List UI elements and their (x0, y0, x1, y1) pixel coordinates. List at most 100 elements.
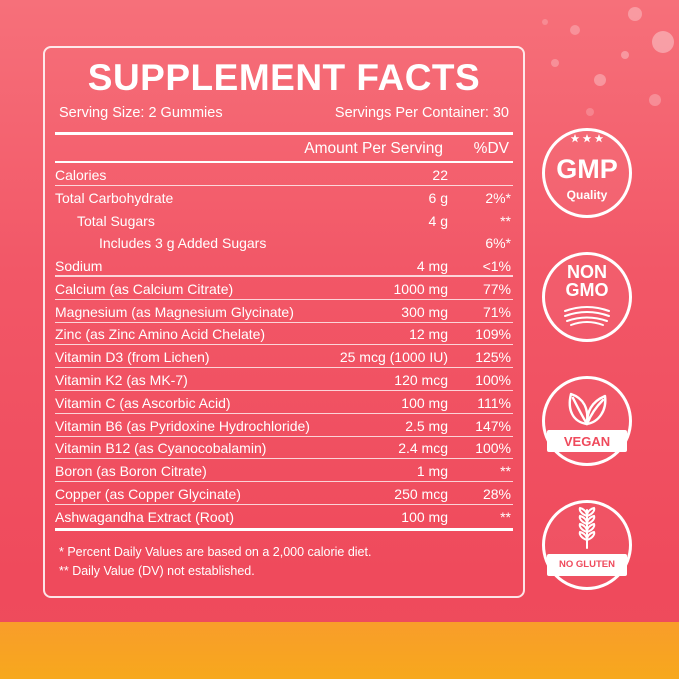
nutrient-row: Includes 3 g Added Sugars 6%* (55, 232, 513, 254)
bottom-color-band (0, 622, 679, 679)
nutrient-name: Vitamin D3 (from Lichen) (55, 349, 210, 366)
nutrient-row: Magnesium (as Magnesium Glycinate) 300 mg… (55, 301, 513, 323)
nutrient-amount: 120 mcg (394, 372, 448, 389)
nutrient-dv: 111% (477, 394, 511, 411)
nutrient-row: Vitamin D3 (from Lichen) 25 mcg (1000 IU)… (55, 346, 513, 369)
nutrient-amount: 12 mg (409, 326, 448, 343)
wheat-icon (578, 506, 596, 549)
row-divider (55, 412, 513, 414)
divider-thick (55, 132, 513, 135)
column-header-dv: %DV (473, 140, 509, 157)
column-header-amount: Amount Per Serving (304, 140, 443, 157)
nutrient-amount: 4 g (428, 212, 448, 229)
nutrient-amount: 1 mg (416, 463, 448, 480)
nutrient-row: Calories 22 (55, 164, 513, 186)
nutrient-name: Total Sugars (77, 212, 155, 229)
nutrient-row: Vitamin K2 (as MK-7) 120 mcg 100% (55, 369, 513, 392)
nutrient-amount: 1000 mg (393, 280, 448, 297)
nutrient-row: Vitamin B12 (as Cyanocobalamin) 2.4 mcg 10… (55, 437, 513, 460)
row-divider (55, 435, 513, 437)
no-gluten-label: NO GLUTEN (559, 559, 615, 570)
row-divider (55, 185, 513, 186)
nutrient-amount: 100 mg (401, 394, 448, 411)
nutrient-name: Ashwagandha Extract (Root) (55, 508, 234, 525)
nutrient-dv: ** (500, 508, 511, 525)
stars-icon (571, 134, 603, 143)
gmp-label: GMP (556, 154, 618, 184)
nutrient-row: Copper (as Copper Glycinate) 250 mcg 28% (55, 483, 513, 505)
nutrient-dv: 28% (482, 485, 511, 502)
vegan-badge: VEGAN (538, 372, 636, 470)
nutrient-dv: 100% (475, 440, 511, 457)
panel-title: SUPPLEMENT FACTS (87, 57, 481, 98)
vegan-banner (547, 430, 627, 452)
footnote-dv: * Percent Daily Values are based on a 2,… (59, 545, 372, 559)
nutrient-row: Total Carbohydrate 6 g 2%* (55, 187, 513, 209)
nutrient-name: Calcium (as Calcium Citrate) (55, 280, 234, 297)
nutrient-dv: 6%* (485, 235, 511, 252)
nutrient-row: Ashwagandha Extract (Root) 100 mg ** (55, 506, 513, 528)
nutrient-name: Vitamin B6 (as Pyridoxine Hydrochloride) (55, 417, 310, 434)
nutrient-name: Boron (as Boron Citrate) (55, 463, 207, 480)
row-divider (55, 321, 513, 323)
row-divider (55, 390, 513, 392)
nutrient-name: Vitamin K2 (as MK-7) (55, 372, 188, 389)
gmp-quality-badge: GMP Quality (538, 124, 636, 222)
non-gmo-badge: NON GMO (538, 248, 636, 346)
nutrient-dv: 125% (475, 349, 511, 366)
supplement-facts-panel: SUPPLEMENT FACTS Serving Size: 2 Gummies… (43, 46, 525, 598)
nutrient-amount: 4 mg (416, 258, 448, 275)
nutrient-name: Magnesium (as Magnesium Glycinate) (55, 303, 294, 320)
footnote-not-established: ** Daily Value (DV) not established. (59, 564, 255, 578)
nutrient-dv: 147% (475, 417, 511, 434)
nutrient-name: Calories (55, 167, 107, 183)
nutrient-amount: 300 mg (401, 303, 448, 320)
nutrient-name: Total Carbohydrate (55, 189, 174, 206)
nutrient-name: Vitamin C (as Ascorbic Acid) (55, 394, 231, 411)
nutrient-name: Vitamin B12 (as Cyanocobalamin) (55, 440, 267, 457)
non-label: NON (567, 262, 607, 282)
nutrient-amount: 2.4 mcg (398, 440, 448, 457)
nutrient-amount: 250 mcg (394, 485, 448, 502)
gmp-quality-label: Quality (566, 188, 608, 202)
divider-header (55, 161, 513, 163)
nutrient-name: Includes 3 g Added Sugars (99, 235, 267, 252)
row-divider (55, 367, 513, 369)
nutrient-dv: 109% (475, 326, 511, 343)
no-gluten-banner (547, 554, 627, 576)
servings-per-container: Servings Per Container: 30 (334, 105, 509, 121)
nutrient-amount: 6 g (428, 189, 448, 206)
nutrient-dv: 2%* (485, 189, 511, 206)
serving-info: Serving Size: 2 Gummies Servings Per Con… (59, 105, 509, 125)
row-divider (55, 344, 513, 346)
serving-size: Serving Size: 2 Gummies (59, 105, 223, 121)
nutrient-dv: 77% (482, 280, 511, 297)
nutrient-row: Boron (as Boron Citrate) 1 mg ** (55, 460, 513, 483)
nutrient-name: Copper (as Copper Glycinate) (55, 485, 241, 502)
leaf-icon (568, 392, 607, 426)
row-divider (55, 275, 513, 278)
row-divider (55, 458, 513, 460)
gmo-label: GMO (565, 280, 609, 300)
nutrient-row: Sodium 4 mg <1% (55, 255, 513, 278)
nutrient-row: Vitamin C (as Ascorbic Acid) 100 mg 111% (55, 392, 513, 414)
row-divider (55, 503, 513, 505)
nutrient-dv: ** (500, 212, 511, 229)
divider-bottom (55, 528, 513, 531)
nutrient-row: Vitamin B6 (as Pyridoxine Hydrochloride)… (55, 415, 513, 437)
nutrient-amount: 100 mg (401, 508, 448, 525)
nutrient-dv: <1% (482, 258, 511, 275)
nutrient-amount: 22 (432, 167, 448, 183)
row-divider (55, 481, 513, 483)
nutrient-name: Zinc (as Zinc Amino Acid Chelate) (55, 326, 266, 343)
nutrient-name: Sodium (55, 258, 103, 275)
row-divider (55, 298, 513, 300)
nutrient-amount: 2.5 mg (405, 417, 448, 434)
field-icon (564, 306, 610, 326)
vegan-label: VEGAN (563, 434, 611, 449)
nutrient-row: Total Sugars 4 g ** (55, 210, 513, 232)
nutrient-dv: 71% (482, 303, 511, 320)
no-gluten-badge: NO GLUTEN (538, 496, 636, 594)
nutrient-dv: 100% (475, 372, 511, 389)
